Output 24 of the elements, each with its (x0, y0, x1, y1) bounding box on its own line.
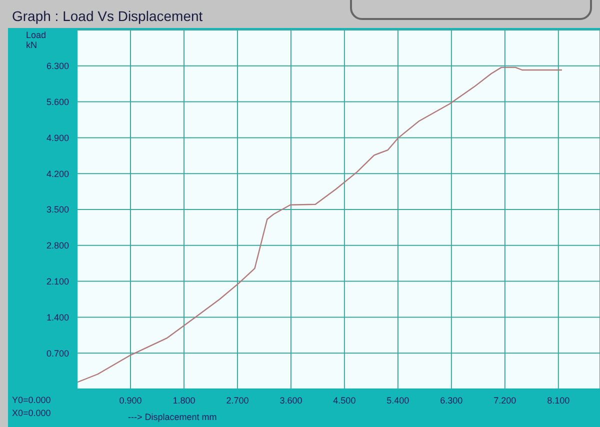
line-series (77, 66, 563, 383)
y-tick-label: 2.800 (46, 240, 69, 251)
y-tick-label: 5.600 (46, 96, 69, 107)
y-tick-label: 1.400 (46, 312, 69, 322)
y-tick-label: 4.200 (46, 168, 69, 179)
chart-title: Graph : Load Vs Displacement (12, 8, 203, 24)
x-tick-label: 3.600 (280, 395, 302, 406)
x-tick-label: 2.700 (226, 395, 249, 406)
x-tick-label: 7.200 (494, 395, 516, 406)
x-tick-label: 5.400 (386, 395, 410, 406)
x-tick-label: 8.100 (547, 395, 570, 406)
x-tick-label: 4.500 (333, 395, 356, 406)
x-tick-label: 6.300 (440, 395, 463, 406)
text: Y0=0.000 (12, 394, 51, 407)
y-tick-label: 2.100 (46, 276, 69, 286)
y-tick-label: 6.300 (46, 61, 69, 72)
x-axis-title: ---> Displacement mm (128, 412, 217, 422)
y-tick-label: 3.500 (46, 204, 69, 215)
y-tick-label: 4.900 (46, 132, 69, 143)
text: X0=0.000 (12, 407, 51, 420)
y-tick-label: 0.700 (46, 348, 69, 358)
x-tick-label: 1.800 (172, 395, 196, 406)
y-axis-title: Load kN (26, 30, 48, 50)
x-tick-label: 0.900 (119, 395, 142, 406)
